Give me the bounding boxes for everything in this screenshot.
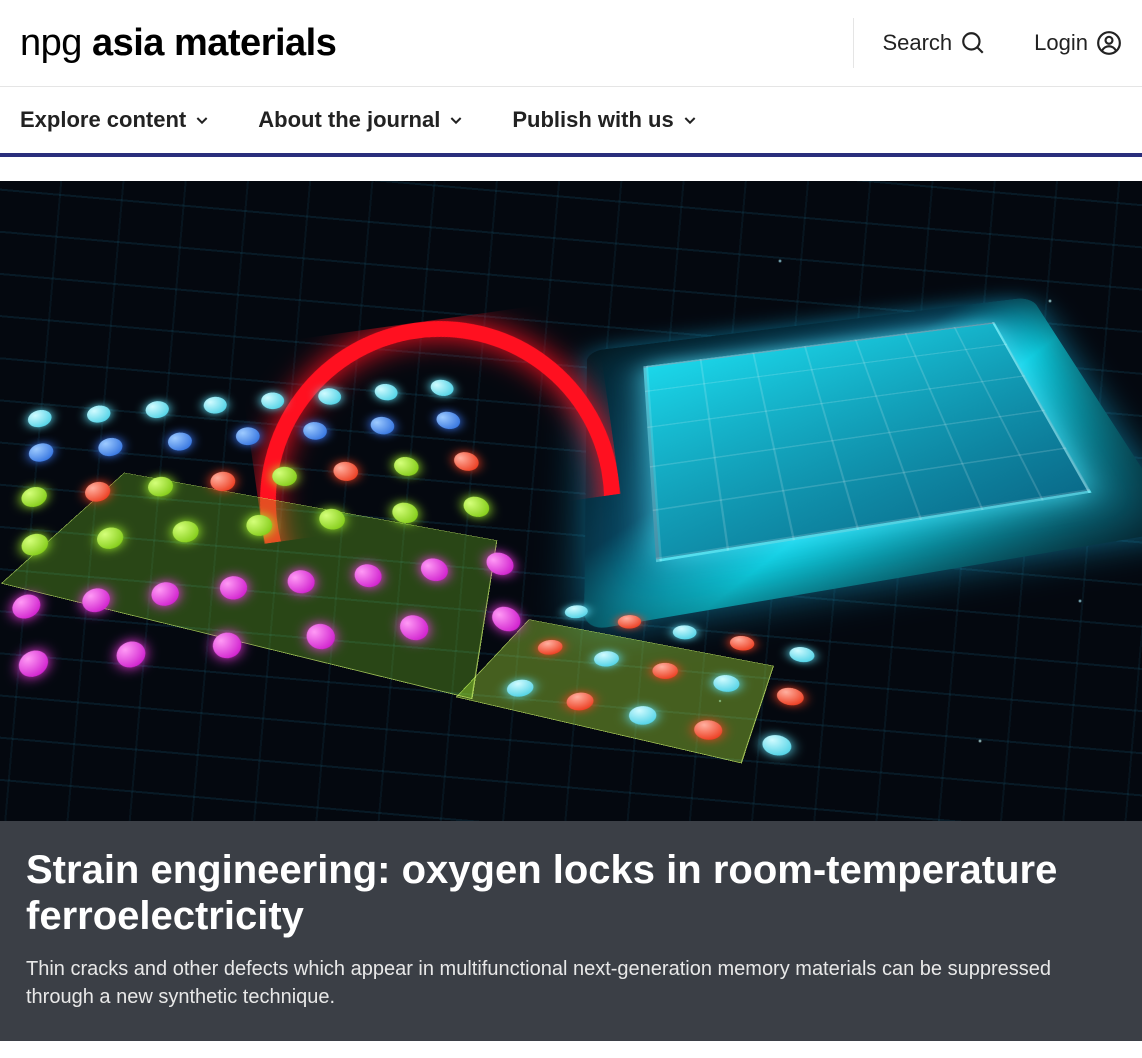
search-label: Search	[882, 30, 952, 56]
chevron-down-icon	[682, 112, 698, 128]
login-label: Login	[1034, 30, 1088, 56]
header-actions: Search Login	[853, 18, 1122, 68]
search-button[interactable]: Search	[853, 18, 986, 68]
nav-publish-with-us[interactable]: Publish with us	[512, 107, 697, 133]
hero: Strain engineering: oxygen locks in room…	[0, 181, 1142, 1041]
nav-item-label: Explore content	[20, 107, 186, 133]
main-nav: Explore content About the journal Publis…	[0, 87, 1142, 157]
hero-caption: Strain engineering: oxygen locks in room…	[0, 821, 1142, 1041]
header-bar: npg asia materials Search Login	[0, 0, 1142, 87]
nav-item-label: Publish with us	[512, 107, 673, 133]
nav-item-label: About the journal	[258, 107, 440, 133]
chevron-down-icon	[194, 112, 210, 128]
hero-title[interactable]: Strain engineering: oxygen locks in room…	[26, 847, 1116, 939]
hero-subtitle: Thin cracks and other defects which appe…	[26, 955, 1116, 1011]
site-logo[interactable]: npg asia materials	[20, 22, 336, 65]
logo-text-light: npg	[20, 22, 82, 64]
user-icon	[1096, 30, 1122, 56]
hero-image[interactable]	[0, 181, 1142, 821]
search-icon	[960, 30, 986, 56]
nav-about-journal[interactable]: About the journal	[258, 107, 464, 133]
logo-text-bold: asia materials	[92, 22, 336, 64]
chevron-down-icon	[448, 112, 464, 128]
nav-explore-content[interactable]: Explore content	[20, 107, 210, 133]
login-button[interactable]: Login	[1014, 30, 1122, 56]
